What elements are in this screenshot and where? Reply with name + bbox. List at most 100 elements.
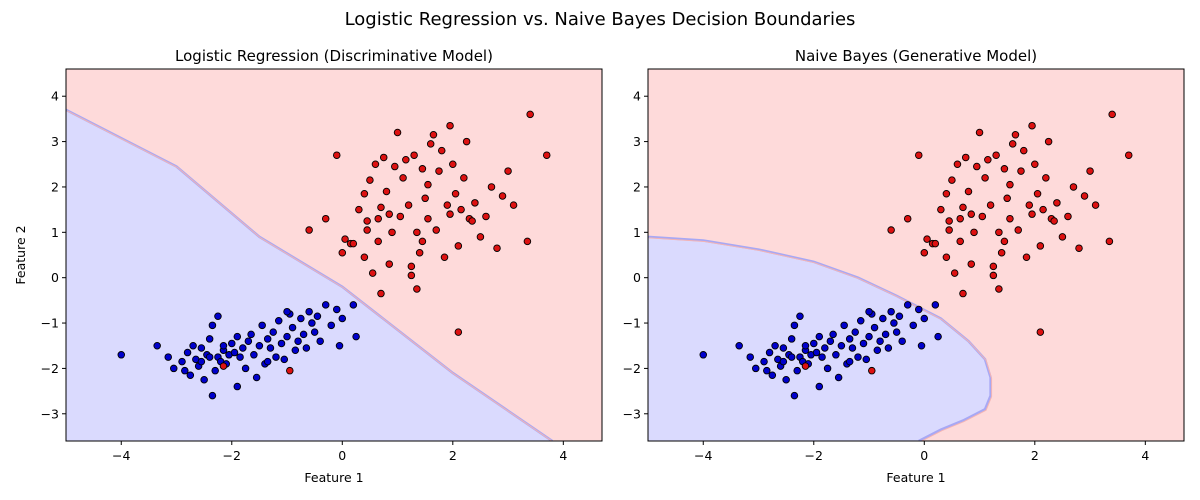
y-tick-label: −3 xyxy=(41,406,59,421)
point-class0 xyxy=(829,330,837,339)
point-class1 xyxy=(424,214,432,223)
point-class0 xyxy=(247,330,255,339)
point-class0 xyxy=(876,337,884,345)
point-class1 xyxy=(363,217,371,225)
x-tick-label: −2 xyxy=(223,448,241,463)
point-class0 xyxy=(283,307,291,316)
point-class1 xyxy=(1050,217,1058,225)
left-axes-frame xyxy=(65,68,603,442)
point-class0 xyxy=(823,364,832,373)
point-class1 xyxy=(451,190,460,198)
point-class1 xyxy=(887,226,895,234)
point-class1 xyxy=(410,151,418,159)
point-class0 xyxy=(746,353,754,361)
point-class0 xyxy=(895,312,904,320)
point-class0 xyxy=(887,307,895,316)
point-class1 xyxy=(476,233,485,241)
point-class0 xyxy=(263,357,272,366)
point-class0 xyxy=(302,344,311,352)
point-class1 xyxy=(956,214,964,223)
point-class1 xyxy=(421,194,429,203)
x-tick-label: 2 xyxy=(1031,448,1039,463)
figure-title: Logistic Regression vs. Naive Bayes Deci… xyxy=(345,9,856,30)
right-panel: −4 −2 0 2 4 −3 −2 −1 0 1 2 3 4 Naive Bayes (Generativ… xyxy=(623,47,1185,485)
point-class0 xyxy=(793,366,801,375)
point-class0 xyxy=(214,312,222,320)
point-class0 xyxy=(812,348,821,357)
point-class0 xyxy=(796,312,804,320)
y-tick-label: 0 xyxy=(51,270,59,285)
point-class1 xyxy=(992,151,1000,159)
point-class1 xyxy=(995,228,1003,237)
point-class1 xyxy=(1017,167,1025,175)
point-class0 xyxy=(274,317,283,325)
point-class1 xyxy=(1069,183,1078,191)
point-class0 xyxy=(854,353,862,361)
point-class1 xyxy=(449,160,457,169)
point-class1 xyxy=(1020,146,1028,155)
point-class0 xyxy=(699,351,708,359)
point-class0 xyxy=(735,341,743,350)
point-class1 xyxy=(402,155,410,164)
point-class1 xyxy=(1028,210,1036,218)
point-class0 xyxy=(349,301,358,309)
y-tick-label: −3 xyxy=(623,406,641,421)
point-class0 xyxy=(821,344,829,352)
point-class0 xyxy=(255,341,264,350)
y-tick-label: 3 xyxy=(633,134,641,149)
point-class1 xyxy=(975,128,984,137)
x-tick-label: −4 xyxy=(112,448,130,463)
point-class0 xyxy=(898,337,906,345)
point-class1 xyxy=(446,121,454,130)
right-panel-xlabel: Feature 1 xyxy=(886,470,945,485)
x-tick-label: −4 xyxy=(694,448,712,463)
point-class1 xyxy=(391,162,399,171)
point-class1 xyxy=(1000,237,1009,246)
point-class1 xyxy=(482,212,490,221)
point-class1 xyxy=(989,262,998,271)
point-class0 xyxy=(236,353,244,361)
left-panel-xlabel: Feature 1 xyxy=(304,470,363,485)
point-class0 xyxy=(269,328,277,336)
point-class1 xyxy=(426,140,435,148)
point-class1 xyxy=(457,205,465,214)
left-region-class0 xyxy=(66,109,553,441)
point-class0 xyxy=(233,382,242,391)
point-class1 xyxy=(377,289,385,298)
point-class1 xyxy=(1124,151,1133,159)
point-class0 xyxy=(197,357,206,366)
point-class1 xyxy=(964,187,973,196)
point-class0 xyxy=(865,307,873,316)
y-tick-label: −1 xyxy=(623,316,641,331)
point-class1 xyxy=(454,328,463,336)
point-class0 xyxy=(909,321,917,330)
point-class0 xyxy=(931,301,940,309)
point-class0 xyxy=(879,314,887,323)
point-class1 xyxy=(454,242,463,250)
point-class1 xyxy=(978,212,987,221)
point-class1 xyxy=(432,226,440,234)
point-class1 xyxy=(937,205,945,214)
point-class0 xyxy=(779,344,788,352)
point-class1 xyxy=(379,153,388,162)
point-class1 xyxy=(1011,131,1020,139)
point-class0 xyxy=(862,355,871,364)
point-class0 xyxy=(197,344,206,352)
left-decision-boundary-edge xyxy=(66,110,553,441)
point-class1 xyxy=(415,248,424,257)
point-class0 xyxy=(305,307,313,316)
point-class1 xyxy=(959,203,967,212)
point-class1 xyxy=(526,110,534,119)
point-class0 xyxy=(335,341,344,350)
point-class1 xyxy=(385,210,394,218)
point-class1 xyxy=(923,235,931,243)
point-class1 xyxy=(418,237,427,246)
point-class0 xyxy=(859,339,868,348)
point-class0 xyxy=(892,328,901,336)
point-class0 xyxy=(277,339,286,348)
point-class0 xyxy=(333,305,341,314)
point-class0 xyxy=(848,344,857,352)
point-class0 xyxy=(752,364,760,373)
point-class1 xyxy=(953,160,962,169)
